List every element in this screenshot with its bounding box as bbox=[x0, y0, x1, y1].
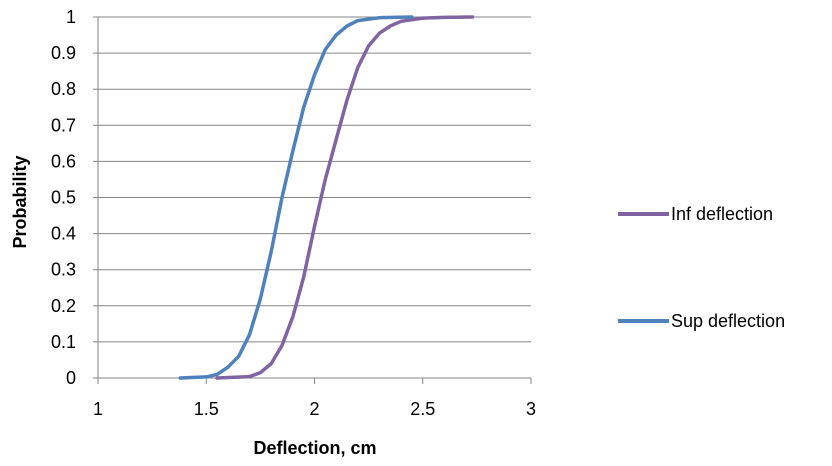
y-tick-label: 0.3 bbox=[51, 260, 76, 280]
series bbox=[178, 15, 475, 380]
legend: Inf deflection Sup deflection bbox=[618, 204, 785, 331]
y-tick-label: 0.9 bbox=[51, 43, 76, 63]
legend-label: Inf deflection bbox=[671, 204, 773, 224]
y-tick-label: 0.6 bbox=[51, 151, 76, 171]
y-tick-label: 0.4 bbox=[51, 224, 76, 244]
x-tick-label: 3 bbox=[526, 399, 536, 419]
y-tick-label: 1 bbox=[66, 7, 76, 27]
y-tick-label: 0.1 bbox=[51, 332, 76, 352]
grid bbox=[98, 16, 531, 343]
legend-label: Sup deflection bbox=[671, 311, 785, 331]
x-tick-label: 1.5 bbox=[194, 399, 219, 419]
x-tick-label: 2.5 bbox=[410, 399, 435, 419]
series-line-sup-deflection bbox=[178, 15, 414, 380]
x-tick-label: 2 bbox=[309, 399, 319, 419]
y-axis-title: Probability bbox=[10, 155, 30, 248]
y-tick-label: 0.7 bbox=[51, 115, 76, 135]
y-tick-label: 0.2 bbox=[51, 296, 76, 316]
y-tick-label: 0.8 bbox=[51, 79, 76, 99]
x-tick-label: 1 bbox=[93, 399, 103, 419]
y-tick-label: 0 bbox=[66, 368, 76, 388]
series-line-inf-deflection bbox=[215, 15, 475, 380]
axes: 0 0.1 0.2 0.3 0.4 0.5 0.6 0.7 0.8 0.9 1 1 1.5 2 2.5 3 bbox=[51, 7, 536, 419]
y-tick-label: 0.5 bbox=[51, 188, 76, 208]
x-axis-title: Deflection, cm bbox=[253, 438, 376, 458]
